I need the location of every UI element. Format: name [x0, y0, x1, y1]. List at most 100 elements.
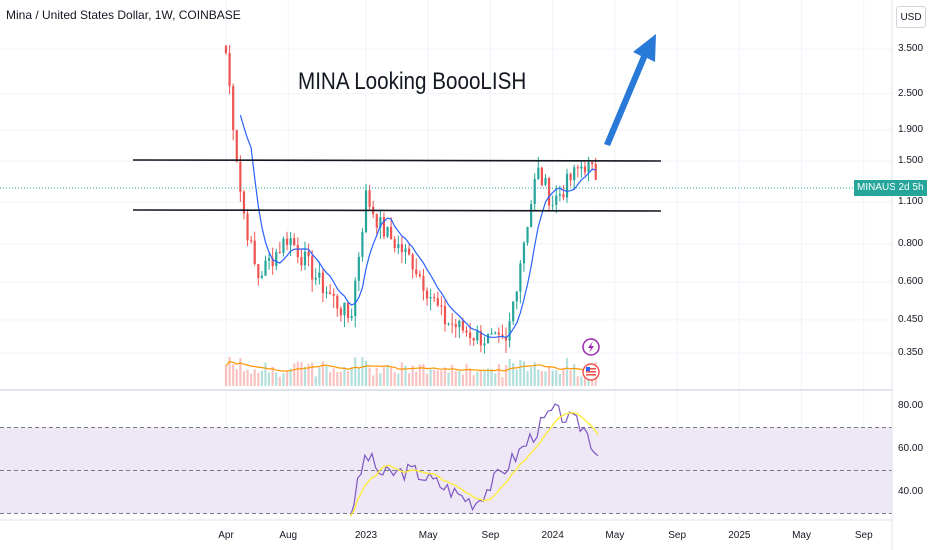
- candle: [267, 253, 271, 270]
- candle: [407, 243, 411, 256]
- candle: [393, 235, 396, 253]
- candle: [314, 268, 317, 285]
- candle: [368, 184, 371, 210]
- volume-bar: [375, 367, 378, 386]
- rsi-ma-line: [349, 411, 599, 517]
- candle: [293, 233, 296, 247]
- candle: [422, 268, 425, 301]
- candle: [526, 226, 529, 246]
- volume-bar: [565, 358, 569, 386]
- rsi-tick-label: 60.00: [898, 443, 924, 454]
- candle: [329, 284, 332, 295]
- candle: [372, 200, 375, 219]
- candle: [400, 236, 403, 264]
- price-tick-label: 1.100: [898, 195, 924, 207]
- candle: [257, 264, 260, 286]
- volume-bar: [300, 362, 303, 386]
- volume-bar: [332, 368, 335, 386]
- support-line[interactable]: [132, 209, 662, 212]
- candle: [465, 326, 468, 337]
- lightning-icon[interactable]: [582, 338, 600, 356]
- volume-bar: [583, 376, 587, 386]
- volume-bar: [235, 369, 238, 386]
- volume-bar: [314, 376, 317, 386]
- price-tick-label: 1.900: [898, 123, 924, 135]
- volume-bar: [580, 376, 583, 386]
- candle: [296, 237, 299, 264]
- candle: [271, 247, 274, 275]
- volume-bar: [526, 371, 529, 386]
- volume-bar: [400, 362, 403, 386]
- volume-bar: [357, 367, 360, 386]
- candle: [346, 302, 350, 323]
- candle: [440, 296, 443, 316]
- us-flag-icon[interactable]: [582, 363, 600, 381]
- volume-bar: [242, 371, 246, 386]
- candle: [433, 293, 436, 303]
- candle: [415, 258, 418, 278]
- volume-bar: [278, 376, 281, 386]
- volume-bar: [390, 366, 393, 386]
- price-tick-label: 0.600: [898, 275, 924, 287]
- volume-bar: [393, 372, 396, 386]
- candle: [436, 291, 439, 308]
- currency-button[interactable]: USD: [896, 6, 926, 28]
- volume-bar: [325, 365, 328, 386]
- candle: [318, 261, 321, 285]
- candle: [425, 287, 429, 306]
- volume-bar: [239, 358, 242, 386]
- candle: [382, 212, 386, 240]
- candle: [490, 328, 493, 335]
- symbol-price-tag: MINAUSD: [854, 180, 907, 196]
- time-tick-label: Sep: [854, 530, 873, 541]
- chart-annotation-text[interactable]: MINA Looking BoooLISH: [298, 68, 527, 95]
- time-tick-label: Aug: [279, 530, 298, 541]
- volume-bar: [260, 370, 263, 386]
- candle: [278, 241, 281, 254]
- volume-bar: [465, 363, 468, 386]
- candle: [565, 168, 569, 203]
- volume-bar: [250, 373, 253, 386]
- candle: [573, 164, 576, 190]
- volume-bar: [436, 370, 439, 386]
- volume-bar: [379, 373, 382, 386]
- candle: [350, 308, 353, 321]
- candle: [253, 231, 256, 266]
- volume-bar: [289, 368, 292, 386]
- volume-bar: [479, 370, 482, 386]
- volume-bar: [512, 362, 515, 386]
- moving-average-line: [239, 114, 596, 339]
- resistance-line[interactable]: [132, 159, 662, 162]
- candle: [497, 327, 500, 343]
- time-tick-label: Sep: [668, 530, 687, 541]
- volume-bar: [296, 361, 299, 386]
- candle: [472, 337, 475, 347]
- volume-bar: [354, 357, 357, 386]
- volume-bar: [329, 372, 332, 386]
- symbol-title: Mina / United States Dollar, 1W, COINBAS…: [6, 8, 241, 22]
- candle: [483, 336, 486, 354]
- volume-bar: [307, 363, 310, 386]
- bullish-arrow[interactable]: [604, 34, 656, 146]
- time-tick-label: May: [418, 530, 438, 541]
- volume-bar: [555, 370, 558, 386]
- bar-countdown: 2d 5h: [895, 180, 927, 196]
- price-tick-label: 2.500: [898, 87, 924, 99]
- candle: [580, 161, 583, 178]
- volume-bar: [544, 371, 547, 386]
- volume-bar: [519, 360, 522, 386]
- volume-bar: [461, 374, 465, 386]
- candle: [429, 288, 432, 311]
- candle: [515, 290, 518, 310]
- volume-bar: [476, 371, 479, 386]
- volume-bar: [404, 365, 407, 386]
- candle: [364, 183, 368, 234]
- volume-bar: [440, 370, 443, 386]
- candle: [476, 325, 479, 345]
- candle: [451, 313, 454, 334]
- volume-bar: [253, 369, 256, 386]
- volume-bar: [508, 358, 511, 386]
- volume-bar: [382, 367, 386, 386]
- time-tick-label: May: [792, 530, 811, 541]
